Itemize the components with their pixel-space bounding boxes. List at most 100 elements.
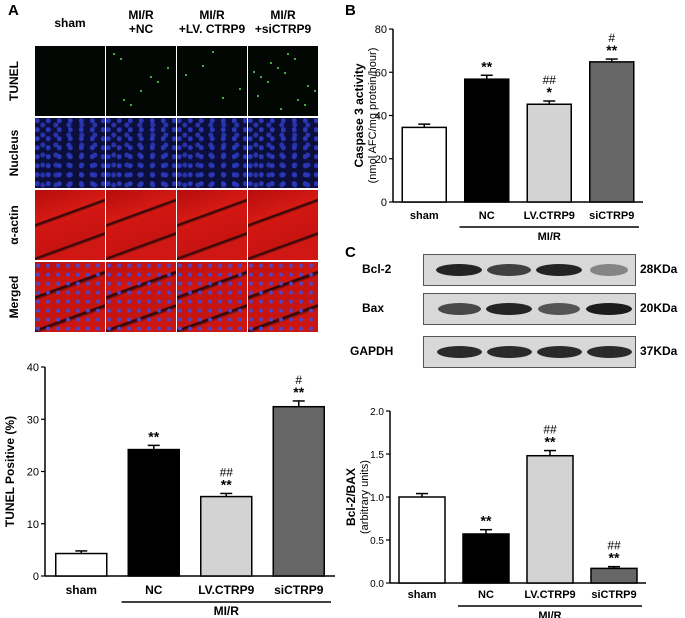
y-tick-label: 0.5	[370, 536, 384, 547]
category-label: LV.CTRP9	[198, 583, 254, 597]
micrograph-tile	[35, 46, 105, 116]
bar	[589, 61, 635, 203]
blot-band	[586, 346, 632, 358]
micrograph-tile	[248, 118, 318, 188]
significance-marker: **	[606, 42, 617, 58]
bar	[200, 495, 253, 577]
y-axis-label-units: (arbitrary units)	[359, 460, 371, 534]
significance-marker: **	[221, 476, 232, 492]
significance-marker: **	[481, 58, 492, 74]
micrograph-tile	[35, 190, 105, 260]
bar	[55, 552, 108, 577]
blot-band	[536, 264, 582, 276]
bar	[526, 103, 572, 203]
y-tick-label: 0	[33, 571, 39, 583]
blot-strip	[423, 293, 636, 325]
significance-marker: **	[545, 434, 556, 450]
y-tick-label: 0.0	[370, 579, 384, 590]
micrograph-tile	[177, 262, 247, 332]
category-label: siCTRP9	[274, 583, 324, 597]
blot-band	[436, 264, 482, 276]
column-header-3: MI/R +siCTRP9	[254, 8, 312, 36]
y-tick-label: 20	[375, 154, 387, 166]
significance-marker: #	[295, 373, 302, 387]
category-label: sham	[66, 583, 97, 597]
significance-marker: **	[481, 513, 492, 529]
category-label: LV.CTRP9	[524, 589, 575, 601]
y-tick-label: 80	[375, 24, 387, 36]
significance-marker: **	[293, 384, 304, 400]
blot-band	[486, 303, 532, 315]
y-tick-label: 40	[375, 111, 387, 123]
significance-marker: ##	[607, 539, 621, 553]
significance-marker: **	[148, 428, 159, 444]
group-label: MI/R	[214, 604, 240, 618]
bcl2-bax-ratio-chart: 0.0 0.5 1.0 1.5 2.0 Bcl-2/BAX (arbitrary units…	[345, 407, 646, 618]
y-axis-label-units: (nmol AFC/mg protein/hour)	[367, 48, 379, 184]
blot-band	[487, 264, 531, 276]
category-label: NC	[145, 583, 163, 597]
micrograph-tile	[35, 118, 105, 188]
micrograph-tile	[177, 118, 247, 188]
significance-marker: #	[608, 31, 615, 45]
category-label: NC	[479, 210, 495, 222]
group-label: MI/R	[538, 610, 561, 618]
bar	[526, 454, 574, 584]
y-tick-label: 1.5	[370, 450, 384, 461]
significance-marker: ##	[220, 465, 234, 479]
bar	[398, 496, 446, 584]
significance-marker: ##	[543, 423, 557, 437]
micrograph-tile	[106, 190, 176, 260]
bar	[462, 533, 510, 584]
blot-strip	[423, 336, 636, 368]
category-label: siCTRP9	[589, 210, 634, 222]
micrograph-tile	[35, 262, 105, 332]
blot-band	[486, 346, 532, 358]
y-tick-label: 0	[381, 197, 387, 209]
y-tick-label: 40	[27, 362, 39, 374]
y-tick-label: 30	[27, 414, 39, 426]
blot-band	[437, 303, 481, 315]
row-label-0: TUNEL	[7, 61, 21, 101]
blot-kda-label: 37KDa	[640, 344, 678, 358]
micrograph-tile	[248, 46, 318, 116]
panel-letter-a: A	[8, 2, 19, 19]
bar	[127, 448, 180, 577]
micrograph-tile	[177, 46, 247, 116]
micrograph-tile	[248, 262, 318, 332]
micrograph-tile	[106, 262, 176, 332]
bar	[464, 78, 510, 203]
bar	[272, 405, 325, 577]
panel-letter-c: C	[345, 244, 356, 261]
row-label-3: Merged	[7, 275, 21, 319]
category-label: LV.CTRP9	[524, 210, 575, 222]
blot-row-label: Bax	[362, 301, 385, 315]
blot-band	[436, 346, 482, 358]
category-label: siCTRP9	[591, 589, 636, 601]
panel-letter-b: B	[345, 2, 356, 19]
blot-band	[536, 346, 582, 358]
blot-strip	[423, 254, 636, 286]
micrograph-tile	[248, 190, 318, 260]
significance-marker: *	[547, 84, 553, 100]
blot-row-label: GAPDH	[350, 344, 394, 358]
y-tick-label: 10	[27, 519, 39, 531]
blot-band	[589, 264, 629, 276]
blot-kda-label: 28KDa	[640, 262, 678, 276]
significance-marker: ##	[543, 73, 557, 87]
y-tick-label: 20	[27, 467, 39, 479]
micrograph-tile	[177, 190, 247, 260]
row-label-2: α-actin	[7, 205, 21, 245]
micrograph-tile	[106, 46, 176, 116]
category-label: NC	[478, 589, 494, 601]
column-header-2: MI/R +LV. CTRP9	[178, 8, 246, 36]
y-tick-label: 60	[375, 67, 387, 79]
row-label-1: Nucleus	[7, 129, 21, 177]
caspase-activity-chart: 0 20 40 60 80 Caspase 3 activity (nmol AFC/mg …	[352, 24, 643, 240]
blot-row-label: Bcl-2	[362, 262, 392, 276]
y-axis-label: Bcl-2/BAX	[345, 468, 358, 526]
significance-marker: **	[609, 550, 620, 566]
micrograph-tile	[106, 118, 176, 188]
y-axis-label: Caspase 3 activity	[352, 63, 366, 167]
